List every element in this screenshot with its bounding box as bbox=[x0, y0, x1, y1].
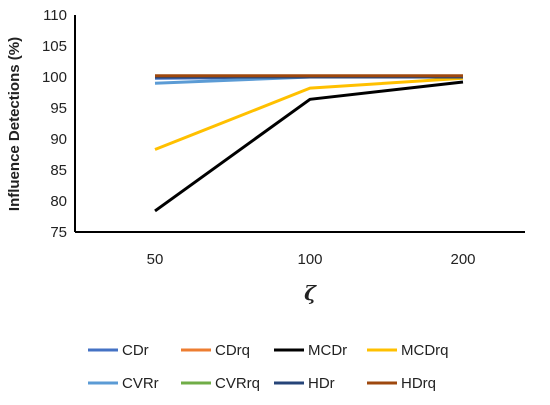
y-tick-label: 80 bbox=[50, 193, 67, 210]
legend-item-hdrq: HDrq bbox=[367, 375, 436, 392]
x-axis-ticks: 50 100 200 bbox=[147, 251, 476, 268]
legend-label: CVRrq bbox=[215, 375, 260, 392]
legend-label: HDr bbox=[308, 375, 335, 392]
x-tick-label: 50 bbox=[147, 251, 164, 268]
x-tick-label: 100 bbox=[297, 251, 322, 268]
legend-item-hdr: HDr bbox=[274, 375, 335, 392]
legend: CDr CDrq MCDr MCDrq CVRr CVRrq HDr HDrq bbox=[88, 342, 449, 392]
legend-label: MCDr bbox=[308, 342, 347, 359]
series-line-mcdr bbox=[154, 80, 464, 213]
y-tick-label: 90 bbox=[50, 131, 67, 148]
legend-label: CDr bbox=[122, 342, 149, 359]
legend-label: HDrq bbox=[401, 375, 436, 392]
y-tick-label: 100 bbox=[42, 69, 67, 86]
legend-label: CVRr bbox=[122, 375, 159, 392]
legend-item-cdr: CDr bbox=[88, 342, 149, 359]
y-tick-label: 75 bbox=[50, 224, 67, 241]
series-line-mcdrq bbox=[154, 76, 464, 151]
y-axis-ticks: 75 80 85 90 95 100 105 110 bbox=[42, 7, 67, 241]
plot-area bbox=[74, 15, 525, 233]
legend-item-mcdr: MCDr bbox=[274, 342, 347, 359]
y-axis-title: Influence Detections (%) bbox=[6, 37, 23, 211]
legend-item-mcdrq: MCDrq bbox=[367, 342, 449, 359]
y-tick-label: 105 bbox=[42, 38, 67, 55]
legend-label: MCDrq bbox=[401, 342, 449, 359]
x-tick-label: 200 bbox=[450, 251, 475, 268]
y-tick-label: 110 bbox=[43, 7, 67, 24]
legend-item-cdrq: CDrq bbox=[181, 342, 250, 359]
y-tick-label: 95 bbox=[50, 100, 67, 117]
series-lines bbox=[154, 74, 464, 213]
x-axis-title: ζ bbox=[304, 281, 317, 305]
legend-item-cvrr: CVRr bbox=[88, 375, 159, 392]
legend-item-cvrrq: CVRrq bbox=[181, 375, 260, 392]
y-tick-label: 85 bbox=[50, 162, 67, 179]
legend-label: CDrq bbox=[215, 342, 250, 359]
